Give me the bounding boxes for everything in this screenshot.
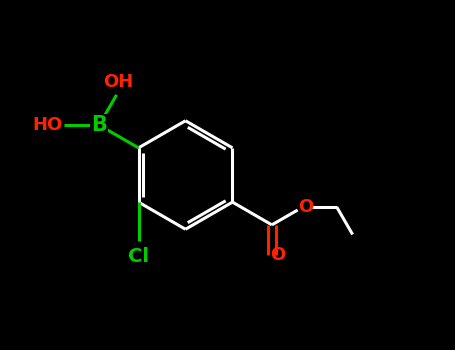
Text: B: B xyxy=(91,115,107,135)
Text: OH: OH xyxy=(103,72,133,91)
Text: HO: HO xyxy=(32,116,62,134)
Text: Cl: Cl xyxy=(128,247,149,266)
Text: O: O xyxy=(298,198,313,216)
Text: O: O xyxy=(271,246,286,264)
